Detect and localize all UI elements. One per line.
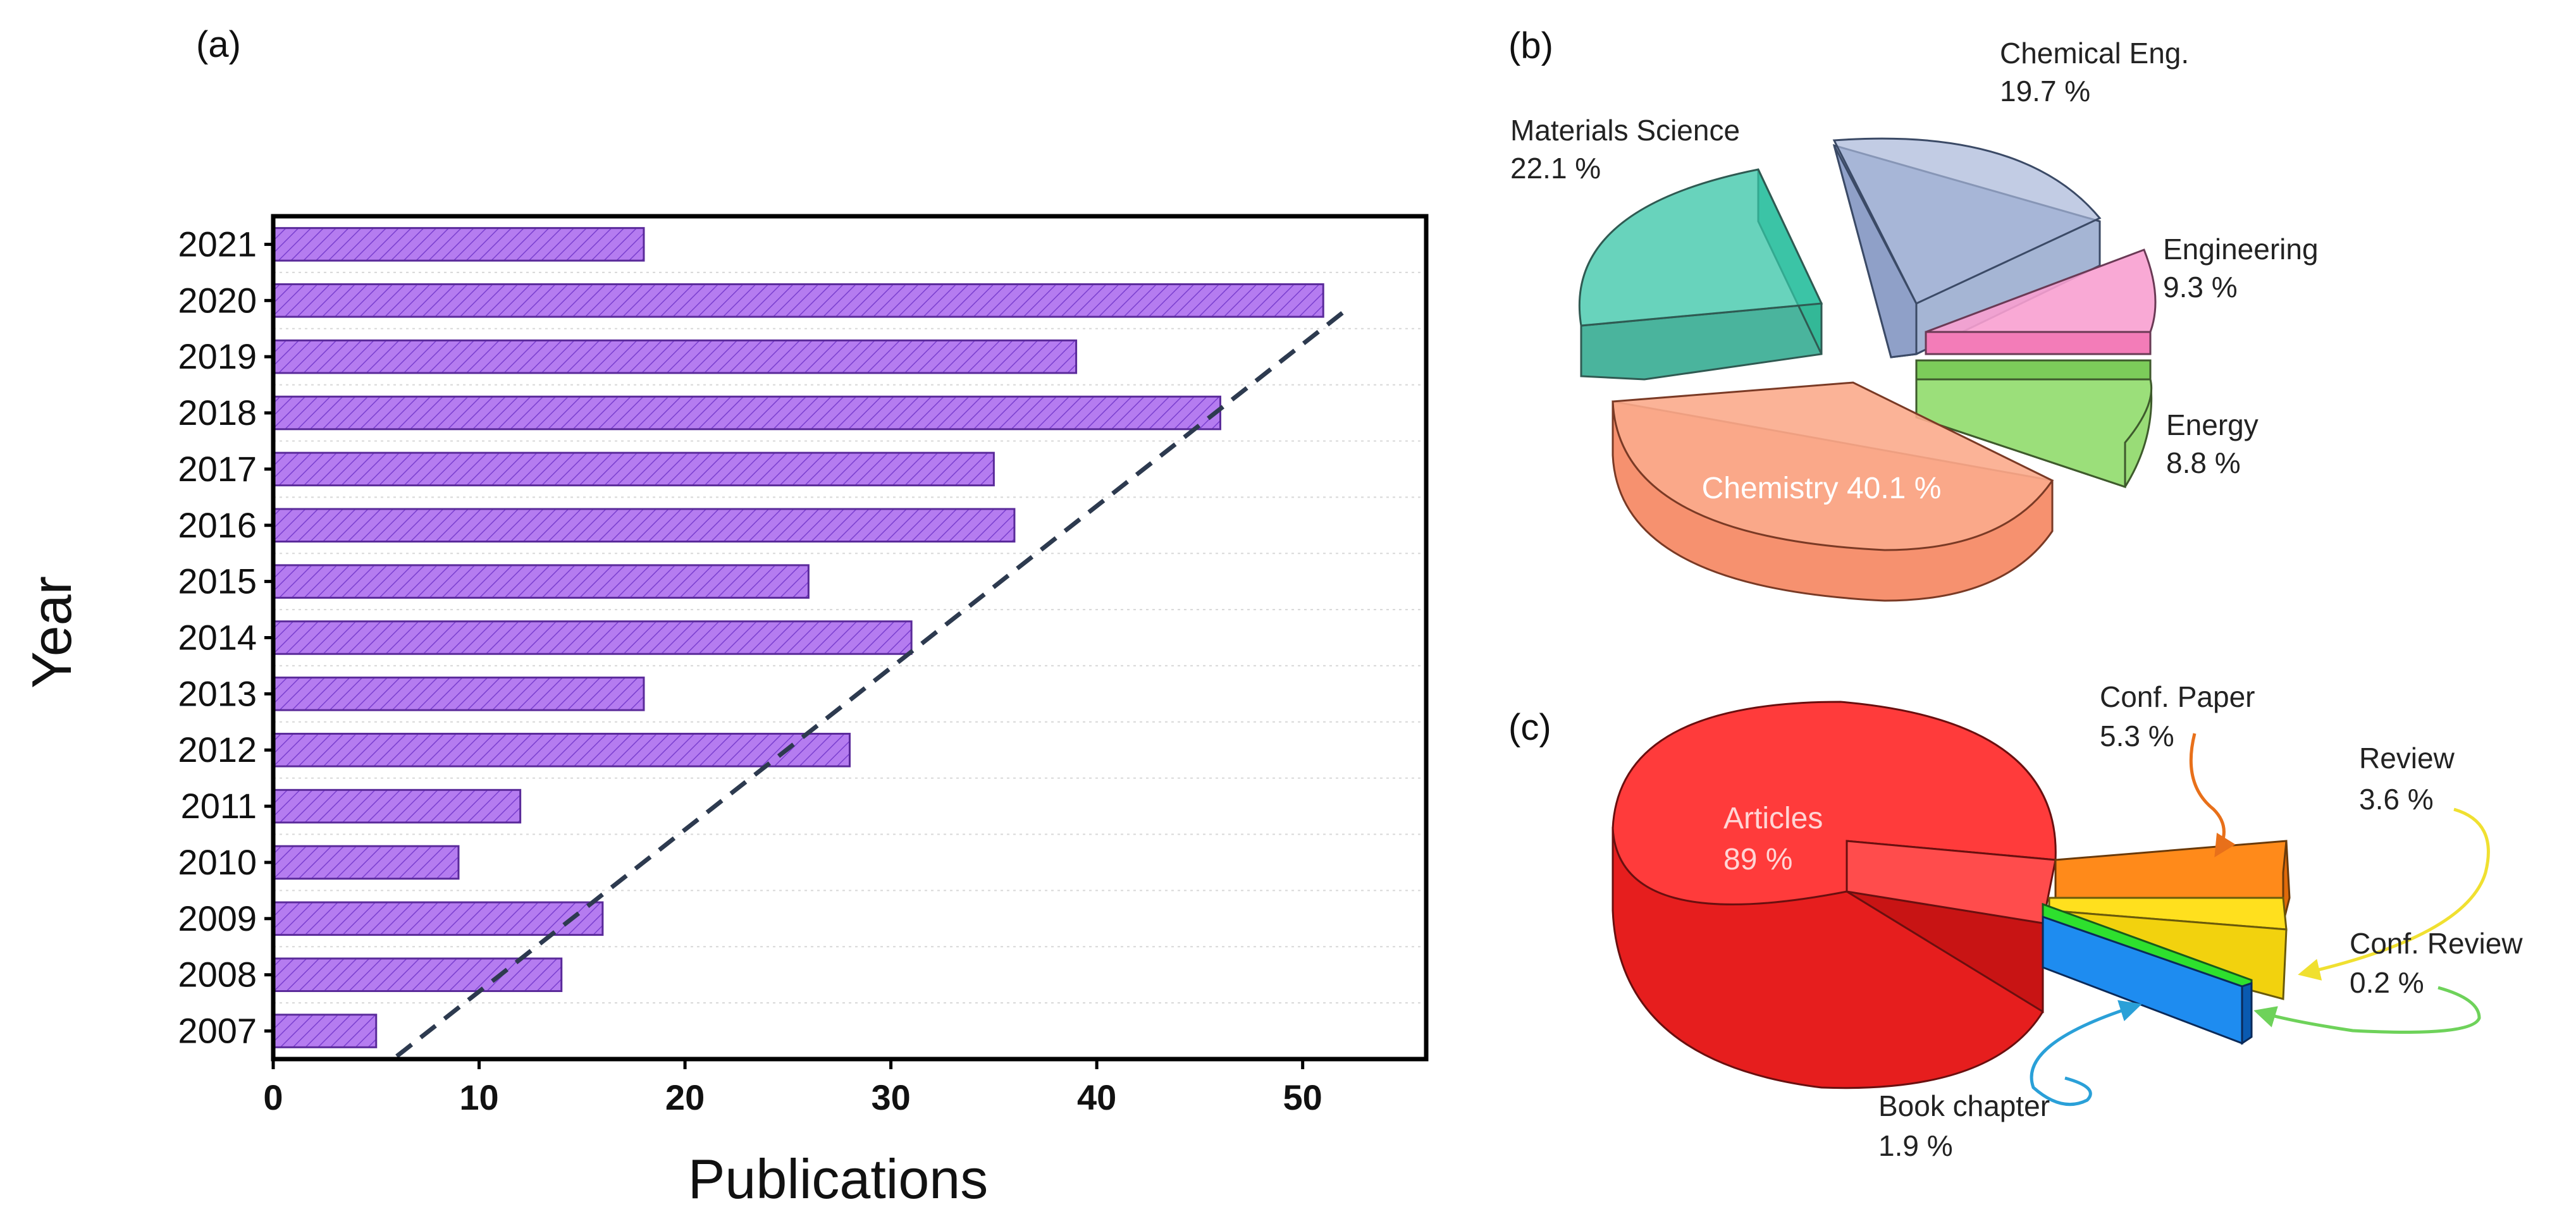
slice-name: Conf. Review <box>2350 927 2523 960</box>
bar-2012 <box>272 732 851 768</box>
y-tick-label: 2016 <box>178 505 257 545</box>
chemistry-inner-label: Chemistry 40.1 % <box>1702 472 1942 505</box>
slice-name: Chemical Eng. <box>2000 37 2189 70</box>
pie-slice-engineering <box>1925 248 2157 355</box>
gridlines <box>273 271 1426 1060</box>
bar-2015 <box>272 564 810 599</box>
panel-a-label: (a) <box>196 24 241 65</box>
bar-2007 <box>272 1014 378 1048</box>
label-engineering: Engineering 9.3 % <box>2163 233 2319 303</box>
x-tick-label: 30 <box>871 1077 910 1117</box>
slice-percent: 3.6 % <box>2359 783 2434 816</box>
y-tick-label: 2019 <box>178 336 257 376</box>
trend-line <box>395 310 1345 1058</box>
y-tick-label: 2011 <box>181 786 257 826</box>
bar-2014 <box>272 620 913 655</box>
panel-a-bar-chart: (a) 2021 2020 2019 2018 2017 2016 2015 2014 2013… <box>20 24 1429 1210</box>
bar-2017 <box>272 451 995 487</box>
y-tick-label: 2021 <box>178 224 257 264</box>
y-tick-label: 2018 <box>178 393 257 432</box>
y-tick-label: 2015 <box>178 561 257 601</box>
y-tick-label: 2020 <box>178 280 257 320</box>
slice-percent: 8.8 % <box>2166 446 2241 479</box>
slice-name: Book chapter <box>1878 1089 2050 1122</box>
x-tick-label: 0 <box>263 1077 283 1117</box>
y-axis-label: Year <box>20 576 83 689</box>
panel-c-pie-chart: (c) Articles 89 % <box>1508 680 2523 1162</box>
articles-label: Articles <box>1723 802 1823 835</box>
panel-b-label: (b) <box>1508 25 1553 66</box>
bar-2009 <box>272 901 604 936</box>
slice-name: Review <box>2359 742 2455 775</box>
panel-b-pie-chart: (b) Materials Science 22.1 % Chemical En… <box>1508 25 2319 602</box>
slice-name: Materials Science <box>1510 114 1740 147</box>
x-tick-label: 20 <box>665 1077 705 1117</box>
bar-2019 <box>272 339 1078 374</box>
bar-2008 <box>272 957 563 992</box>
pie-slice-articles: Articles 89 % <box>1612 701 2057 1089</box>
y-tick-label: 2013 <box>178 673 257 713</box>
y-tick-label: 2008 <box>178 955 257 995</box>
y-tick-labels: 2021 2020 2019 2018 2017 2016 2015 2014 2013 2012… <box>178 224 273 1051</box>
pie-slice-materials-science <box>1578 168 1823 381</box>
label-conf-paper: Conf. Paper 5.3 % <box>2100 680 2255 752</box>
label-book-chapter: Book chapter 1.9 % <box>1878 1089 2050 1162</box>
slice-percent: 0.2 % <box>2350 966 2424 999</box>
leader-conf-paper <box>2189 733 2236 857</box>
x-tick-labels: 0 10 20 30 40 50 <box>263 1059 1322 1117</box>
bar-2010 <box>272 845 460 880</box>
bar-2020 <box>272 283 1324 318</box>
leader-review <box>2298 807 2490 981</box>
bars <box>272 227 1324 1048</box>
y-tick-label: 2012 <box>178 730 257 769</box>
bar-2018 <box>272 395 1221 431</box>
x-tick-label: 50 <box>1283 1077 1322 1117</box>
y-tick-label: 2007 <box>178 1011 257 1051</box>
pie-slice-energy <box>1915 359 2153 489</box>
x-tick-label: 10 <box>459 1077 498 1117</box>
plot-frame <box>271 214 1429 1062</box>
x-tick-label: 40 <box>1077 1077 1116 1117</box>
panel-c-label: (c) <box>1508 707 1551 748</box>
bar-2011 <box>272 788 522 824</box>
slice-percent: 22.1 % <box>1510 152 1601 185</box>
bar-2016 <box>272 508 1016 543</box>
pie-slice-chemical-eng <box>1832 137 2102 359</box>
bar-2021 <box>272 227 645 262</box>
label-chemical-eng: Chemical Eng. 19.7 % <box>2000 37 2189 107</box>
pie-slice-book-chapter <box>2042 915 2253 1045</box>
articles-percent: 89 % <box>1723 843 1792 876</box>
slice-name: Energy <box>2166 408 2259 441</box>
slice-percent: 1.9 % <box>1878 1129 1953 1162</box>
slice-name: Conf. Paper <box>2100 680 2255 713</box>
pie-slice-chemistry: Chemistry 40.1 % <box>1612 381 2054 602</box>
label-conf-review: Conf. Review 0.2 % <box>2350 927 2523 999</box>
leader-conf-review <box>2253 986 2481 1034</box>
bar-2013 <box>272 677 645 711</box>
slice-percent: 5.3 % <box>2100 720 2174 752</box>
leader-book-chapter <box>2030 1000 2142 1106</box>
slice-percent: 9.3 % <box>2163 271 2238 303</box>
slice-name: Engineering <box>2163 233 2319 266</box>
y-tick-label: 2009 <box>178 898 257 938</box>
y-tick-label: 2017 <box>178 449 257 489</box>
x-axis-label: Publications <box>688 1148 989 1210</box>
slice-percent: 19.7 % <box>2000 75 2090 107</box>
y-tick-label: 2014 <box>178 618 257 658</box>
label-materials-science: Materials Science 22.1 % <box>1510 114 1740 185</box>
label-review: Review 3.6 % <box>2359 742 2455 816</box>
label-energy: Energy 8.8 % <box>2166 408 2259 479</box>
y-tick-label: 2010 <box>178 842 257 882</box>
